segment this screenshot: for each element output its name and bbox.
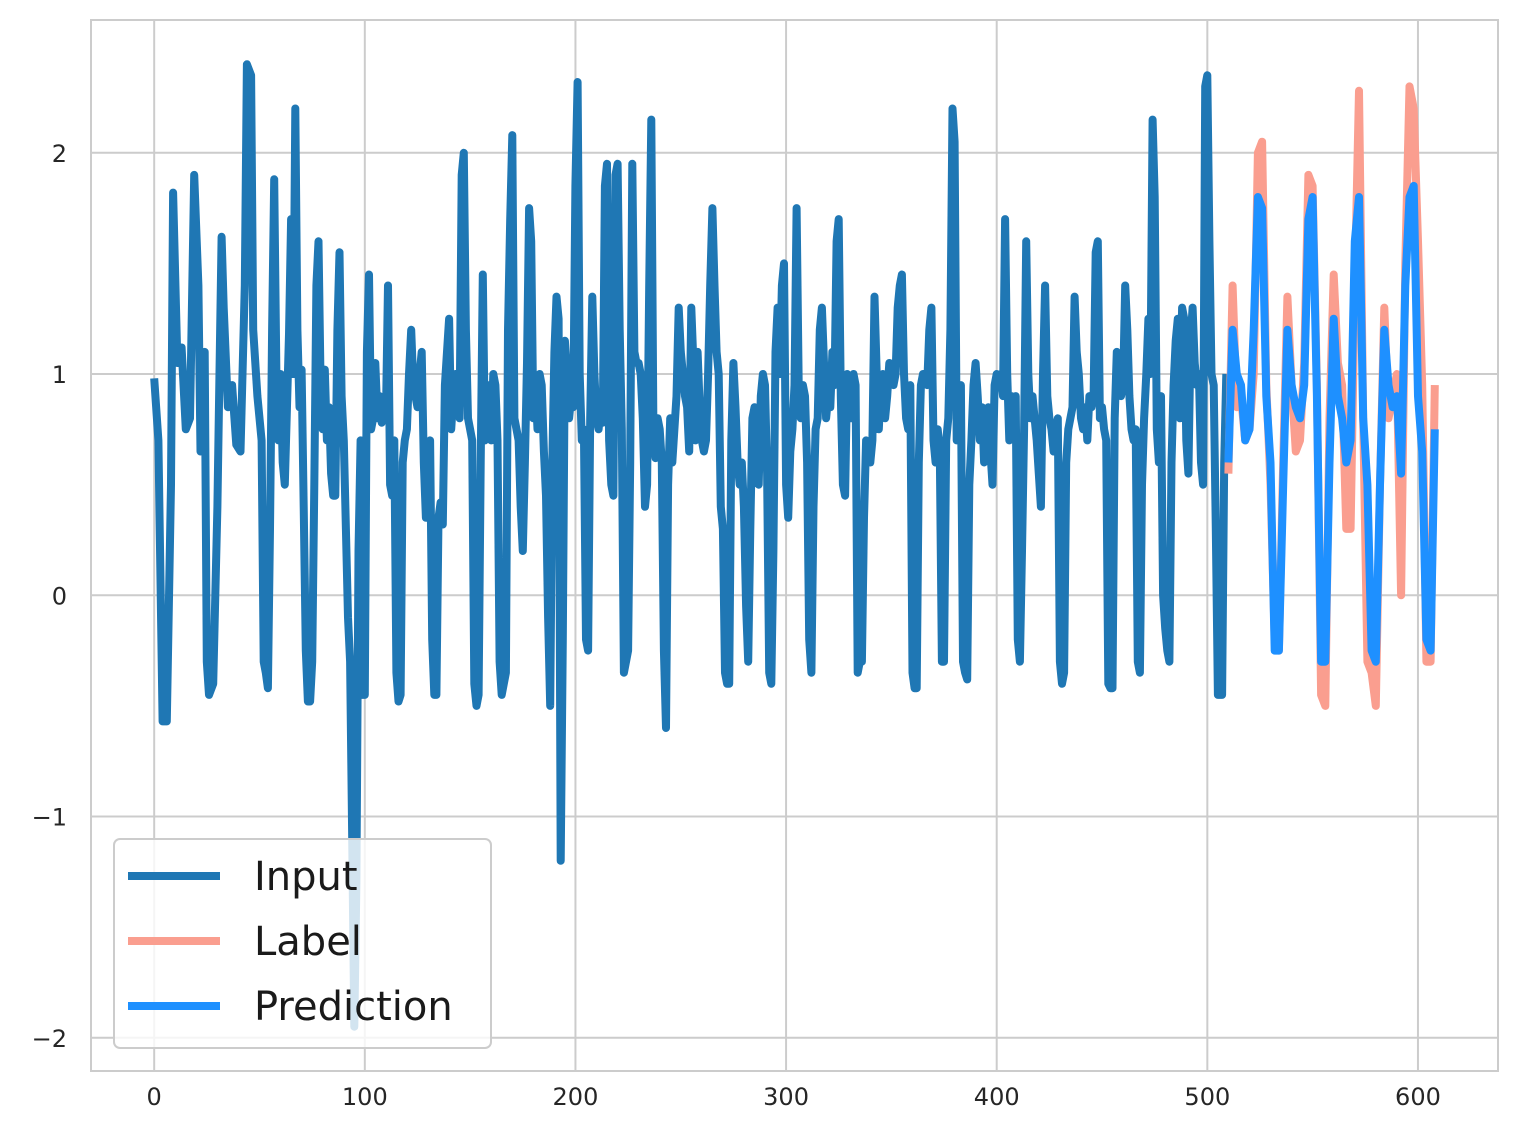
x-tick-label: 100 (342, 1083, 388, 1111)
x-tick-label: 0 (147, 1083, 162, 1111)
x-tick-label: 500 (1184, 1083, 1230, 1111)
y-tick-label: −1 (32, 804, 67, 832)
legend-label-prediction: Prediction (254, 984, 453, 1030)
legend-label-label: Label (254, 919, 362, 965)
series-line-prediction (1224, 181, 1439, 666)
legend-label-input: Input (254, 854, 358, 900)
x-axis-ticks: 0 100 200 300 400 500 600 (147, 1083, 1441, 1111)
y-tick-label: −2 (32, 1025, 67, 1053)
y-axis-ticks: −2 −1 0 1 2 (32, 140, 67, 1053)
legend-box (113, 838, 492, 1049)
series-lines (150, 60, 1439, 1031)
legend: Input Label Prediction (113, 838, 492, 1049)
x-tick-label: 200 (553, 1083, 599, 1111)
y-tick-label: 2 (52, 140, 67, 168)
y-tick-label: 0 (52, 582, 67, 610)
plot-area-frame (90, 19, 1499, 1072)
x-tick-label: 400 (974, 1083, 1020, 1111)
x-tick-label: 300 (763, 1083, 809, 1111)
y-tick-label: 1 (52, 361, 67, 389)
series-line-input (150, 60, 1231, 1031)
x-tick-label: 600 (1395, 1083, 1441, 1111)
